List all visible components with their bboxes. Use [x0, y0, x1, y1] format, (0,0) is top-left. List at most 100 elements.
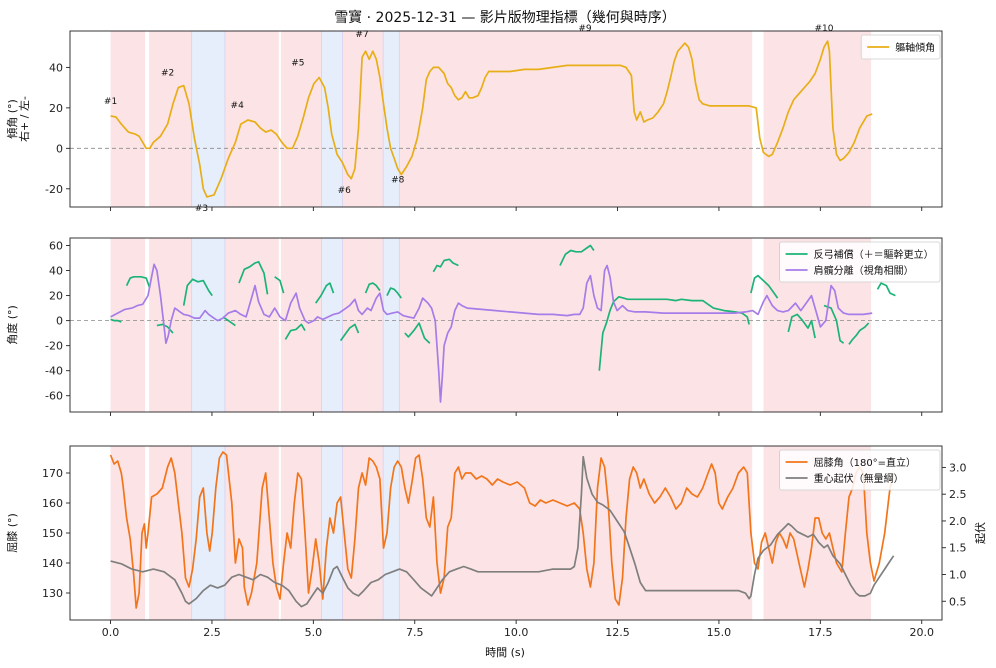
legend: 屈膝角（180°=直立） 重心起伏（無量綱） [779, 449, 941, 491]
pink-band [110, 446, 146, 620]
x-tick-label: 15.0 [707, 626, 732, 639]
series-line-1 [750, 274, 779, 299]
blue-band [382, 238, 400, 412]
x-tick-label: 0.0 [102, 626, 120, 639]
series-line-2 [110, 455, 895, 608]
blue-band [321, 238, 343, 412]
series-line-1 [222, 316, 236, 327]
pink-band [342, 238, 384, 412]
pink-band [149, 31, 192, 207]
panels-group: -20 0 20 40 傾角 (°) 右+ / 左- #1 #2 #3 #4 #5 #6 #7 #8 #9 #… [5, 24, 987, 639]
series-lines [110, 244, 896, 403]
series-line-1 [182, 278, 213, 306]
y-tick-label: 130 [42, 587, 63, 600]
panel-3: 0.0 2.5 5.0 7.5 10.0 12.5 15.0 17.5 20.0 130 140 15… [6, 445, 987, 639]
series-line-1 [787, 313, 816, 339]
series-line-1 [848, 322, 870, 345]
legend-box [860, 34, 941, 60]
series-line-1 [432, 258, 459, 273]
legend-label: 軀軸傾角 [895, 41, 935, 54]
y-tick-label: 20 [49, 102, 63, 115]
pink-band [149, 446, 192, 620]
legend-label: 肩髖分離（視角相關） [814, 264, 914, 277]
series-line-1 [559, 244, 595, 266]
series-line-1 [404, 322, 431, 344]
peak-annotation: #6 [338, 186, 352, 196]
series-line-1 [876, 282, 896, 297]
y-tick-label: 20 [49, 290, 63, 303]
series-line-1 [339, 323, 360, 342]
peak-annotation: #9 [578, 24, 592, 34]
series-line-2 [110, 263, 873, 403]
pink-band [110, 238, 146, 412]
y-tick-label: -20 [45, 340, 63, 353]
y-axis-label: 右+ / 左- [17, 96, 31, 142]
y-right-tick-label: 2.0 [949, 515, 967, 528]
legend-box [779, 449, 941, 491]
y-right-tick-label: 1.0 [949, 568, 967, 581]
y-tick-label: 60 [49, 240, 63, 253]
panel-frame [69, 237, 943, 413]
x-tick-label: 2.5 [203, 626, 221, 639]
y-axis-label: 屈膝 (°) [6, 513, 19, 553]
y-tick-label: -40 [45, 365, 63, 378]
y-right-tick-label: 0.5 [949, 595, 967, 608]
series-line-1 [284, 323, 306, 340]
peak-annotation: #3 [195, 204, 208, 214]
y-tick-label: 40 [49, 265, 63, 278]
blue-band [191, 238, 226, 412]
pink-band [110, 31, 146, 207]
y-tick-label: -60 [45, 390, 63, 403]
y-axis-label: 傾角 (°) [5, 99, 19, 139]
legend: 反弓補償（＋＝驅幹更立） 肩髖分離（視角相關） [779, 241, 941, 283]
y-right-tick-label: 1.5 [949, 542, 967, 555]
series-line-1 [598, 295, 750, 371]
shaded-bands [110, 238, 872, 412]
pink-band [399, 31, 753, 207]
series-line-1 [109, 451, 895, 609]
blue-band [382, 446, 400, 620]
chart-title: 雪寶 · 2025-12-31 — 影片版物理指標（幾何與時序） [334, 10, 676, 26]
series-line-1 [274, 276, 285, 294]
blue-band [321, 446, 343, 620]
y-tick-label: 150 [42, 527, 63, 540]
peak-annotation: #5 [291, 58, 304, 68]
series-line-1 [364, 282, 381, 294]
panel-frame [69, 30, 943, 208]
series-line-1 [823, 304, 845, 344]
pink-band [224, 31, 279, 207]
y-tick-label: -20 [45, 183, 63, 196]
panel-1: -20 0 20 40 傾角 (°) 右+ / 左- #1 #2 #3 #4 #5 #6 #7 #8 #9 #… [5, 24, 943, 214]
pink-band [399, 238, 753, 412]
peak-annotation: #4 [231, 101, 245, 111]
x-tick-label: 17.5 [808, 626, 833, 639]
series-line-1 [110, 318, 122, 323]
panel-2: -60 -40 -20 0 20 40 60 角度 (°) 反弓補償（＋＝驅幹更立） 肩髖分離（視… [5, 237, 943, 416]
x-tick-label: 20.0 [909, 626, 934, 639]
y-tick-label: 170 [42, 467, 63, 480]
legend-label: 反弓補償（＋＝驅幹更立） [814, 248, 934, 261]
series-line-1 [238, 260, 269, 295]
legend-label: 屈膝角（180°=直立） [814, 456, 916, 469]
legend-box [779, 241, 941, 283]
y-tick-label: 0 [56, 142, 63, 155]
y-tick-label: 40 [49, 61, 63, 74]
series-line-1 [156, 323, 174, 334]
pink-band [280, 31, 322, 207]
x-axis-label: 時間 (s) [485, 646, 525, 659]
blue-band [321, 31, 343, 207]
x-tick-label: 7.5 [406, 626, 424, 639]
series-line-1 [386, 287, 402, 299]
y-axis-label: 角度 (°) [5, 305, 19, 345]
peak-annotation: #2 [161, 69, 174, 79]
legend-label: 重心起伏（無量綱） [814, 472, 904, 485]
shaded-bands [110, 446, 872, 620]
x-tick-label: 10.0 [504, 626, 529, 639]
y-tick-label: 160 [42, 497, 63, 510]
peak-annotation: #10 [815, 24, 834, 34]
y-tick-label: 0 [56, 315, 63, 328]
x-tick-label: 12.5 [605, 626, 630, 639]
series-line-1 [125, 275, 151, 289]
legend: 軀軸傾角 [860, 34, 941, 60]
